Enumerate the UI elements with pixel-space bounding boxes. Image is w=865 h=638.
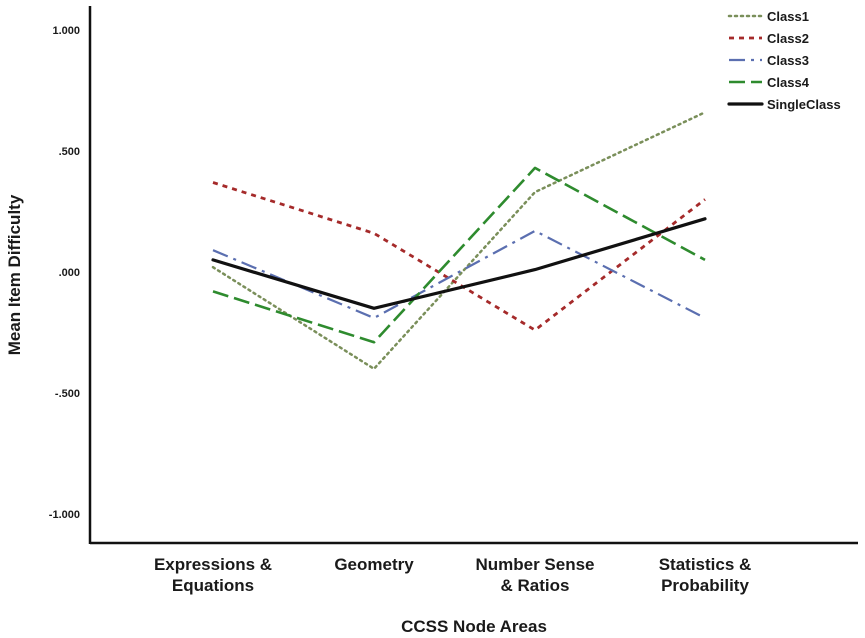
series-layer (211, 111, 707, 371)
legend-label: Class3 (767, 53, 809, 68)
y-tick-label: -1.000 (49, 509, 80, 521)
legend-label: Class2 (767, 31, 809, 46)
axes (88, 6, 858, 545)
legend-label: Class1 (767, 9, 809, 24)
legend-item: Class4 (729, 75, 810, 90)
x-category-label: Expressions & Equations (154, 555, 272, 595)
x-labels: Expressions & Equations Geometry Number Sen… (154, 555, 751, 595)
y-tick-label: 1.000 (52, 25, 80, 37)
y-tick-label: .000 (59, 267, 80, 279)
y-tick-label: .500 (59, 146, 80, 158)
x-category-label: Geometry (334, 555, 414, 574)
legend: Class1 Class2 Class3 Class4 SingleClass (727, 9, 841, 112)
series-line-class4 (212, 166, 706, 344)
x-category-label: Statistics & Probability (659, 555, 752, 595)
y-tick-label: -.500 (55, 388, 80, 400)
x-category-label: Number Sense & Ratios (475, 555, 594, 595)
series-line-singleclass (211, 217, 707, 310)
y-ticks: 1.000 .500 .000 -.500 -1.000 (49, 25, 80, 521)
y-axis-title: Mean Item Difficulty (5, 194, 24, 355)
legend-item: Class3 (729, 53, 809, 68)
series-line-class2 (212, 181, 706, 332)
legend-item: SingleClass (727, 97, 841, 112)
legend-label: SingleClass (767, 97, 841, 112)
legend-item: Class2 (729, 31, 809, 46)
series-line-class1 (211, 111, 707, 371)
x-axis-title: CCSS Node Areas (401, 617, 547, 636)
legend-item: Class1 (727, 9, 809, 24)
legend-label: Class4 (767, 75, 810, 90)
